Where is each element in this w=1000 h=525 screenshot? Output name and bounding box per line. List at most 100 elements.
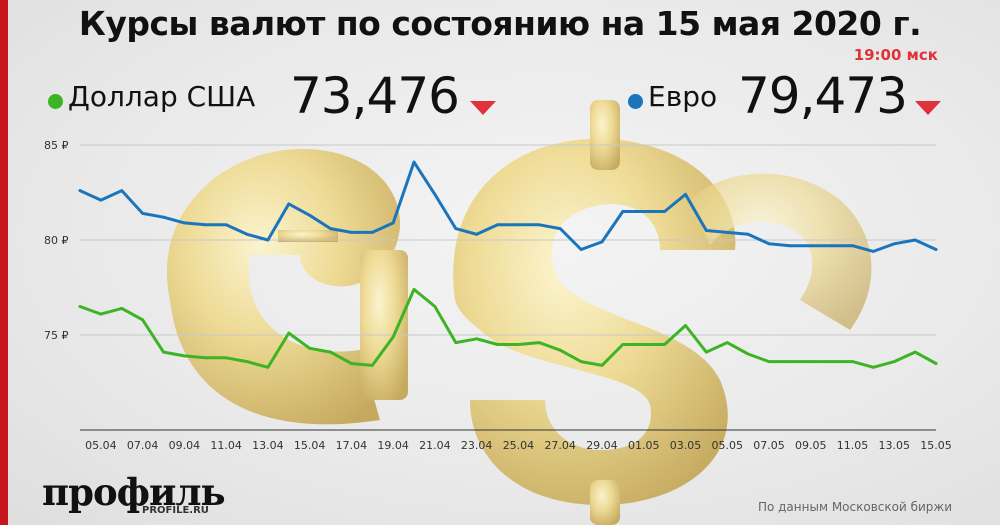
data-point	[78, 189, 82, 193]
data-point	[913, 238, 917, 242]
x-tick-label: 21.04	[419, 439, 451, 452]
data-point	[412, 160, 416, 164]
data-point	[308, 346, 312, 350]
data-point	[224, 356, 228, 360]
x-tick-label: 17.04	[336, 439, 368, 452]
profil-url: PROFILE.RU	[142, 505, 209, 516]
timestamp-label: 19:00 мск	[853, 46, 938, 64]
x-tick-label: 27.04	[544, 439, 576, 452]
data-point	[767, 242, 771, 246]
x-tick-label: 15.05	[920, 439, 952, 452]
data-point	[642, 210, 646, 213]
x-tick-label: 13.05	[878, 439, 910, 452]
data-point	[579, 360, 583, 363]
data-point	[642, 343, 646, 346]
data-point	[621, 343, 625, 346]
x-tick-label: 09.05	[795, 439, 827, 452]
x-tick-label: 03.05	[670, 439, 702, 452]
data-point	[224, 223, 228, 227]
x-tick-label: 01.05	[628, 439, 660, 452]
x-tick-label: 07.05	[753, 439, 785, 452]
x-tick-label: 15.04	[294, 439, 326, 452]
data-point	[725, 231, 729, 234]
data-point	[788, 244, 792, 248]
data-point	[892, 242, 896, 246]
y-tick-label: 85 ₽	[44, 139, 69, 152]
x-tick-label: 11.05	[837, 439, 869, 452]
usd-legend-label: Доллар США	[68, 80, 256, 113]
data-point	[704, 229, 708, 232]
eur-legend-dot	[628, 94, 643, 109]
source-note: По данным Московской биржи	[757, 500, 952, 514]
data-point	[684, 324, 687, 327]
data-point	[851, 244, 854, 248]
data-point	[851, 360, 854, 363]
data-point	[475, 337, 479, 341]
data-point	[120, 307, 124, 310]
data-point	[475, 232, 479, 236]
data-point	[496, 343, 499, 346]
x-tick-label: 07.04	[127, 439, 159, 452]
data-point	[663, 343, 666, 346]
eur-legend-label: Евро	[648, 80, 718, 113]
data-point	[600, 240, 604, 244]
data-point	[141, 318, 145, 322]
data-point	[913, 350, 917, 354]
data-point	[329, 350, 332, 354]
data-point	[203, 223, 207, 227]
usd-down-arrow-icon	[470, 101, 496, 115]
data-point	[746, 232, 750, 236]
data-point	[558, 227, 562, 231]
x-tick-label: 05.04	[85, 439, 117, 452]
data-point	[99, 312, 103, 316]
usd-rate-value: 73,476	[290, 67, 460, 125]
red-accent-bar	[0, 0, 8, 525]
x-tick-label: 13.04	[252, 439, 284, 452]
data-point	[871, 365, 875, 369]
data-point	[558, 348, 562, 352]
data-point	[871, 250, 875, 253]
data-point	[600, 364, 604, 367]
eur-rate-value: 79,473	[738, 67, 908, 125]
data-point	[350, 231, 353, 234]
x-tick-label: 05.05	[711, 439, 743, 452]
data-point	[141, 212, 145, 215]
data-point	[934, 362, 938, 365]
data-point	[266, 365, 270, 369]
x-tick-label: 11.04	[210, 439, 242, 452]
data-point	[537, 341, 541, 344]
eur-down-arrow-icon	[915, 101, 941, 115]
data-point	[245, 232, 249, 236]
data-point	[412, 288, 416, 291]
data-point	[329, 227, 332, 231]
data-point	[370, 364, 374, 367]
x-tick-label: 25.04	[503, 439, 535, 452]
data-point	[746, 352, 750, 356]
data-point	[934, 248, 938, 251]
data-point	[892, 360, 896, 363]
data-point	[308, 213, 312, 217]
y-tick-label: 80 ₽	[44, 234, 69, 247]
data-point	[830, 360, 834, 363]
usd-legend-dot	[48, 94, 63, 109]
data-point	[767, 360, 771, 363]
data-point	[245, 360, 249, 363]
data-point	[287, 202, 291, 206]
data-point	[496, 223, 499, 227]
data-point	[454, 341, 458, 344]
data-point	[120, 189, 124, 193]
x-tick-label: 29.04	[586, 439, 618, 452]
series-line	[78, 160, 938, 253]
data-point	[579, 248, 583, 251]
data-point	[182, 221, 186, 225]
data-point	[433, 193, 437, 196]
data-point	[203, 356, 207, 360]
data-point	[78, 305, 82, 308]
x-tick-label: 23.04	[461, 439, 493, 452]
data-point	[788, 360, 792, 363]
data-point	[621, 210, 625, 213]
data-point	[391, 335, 395, 339]
